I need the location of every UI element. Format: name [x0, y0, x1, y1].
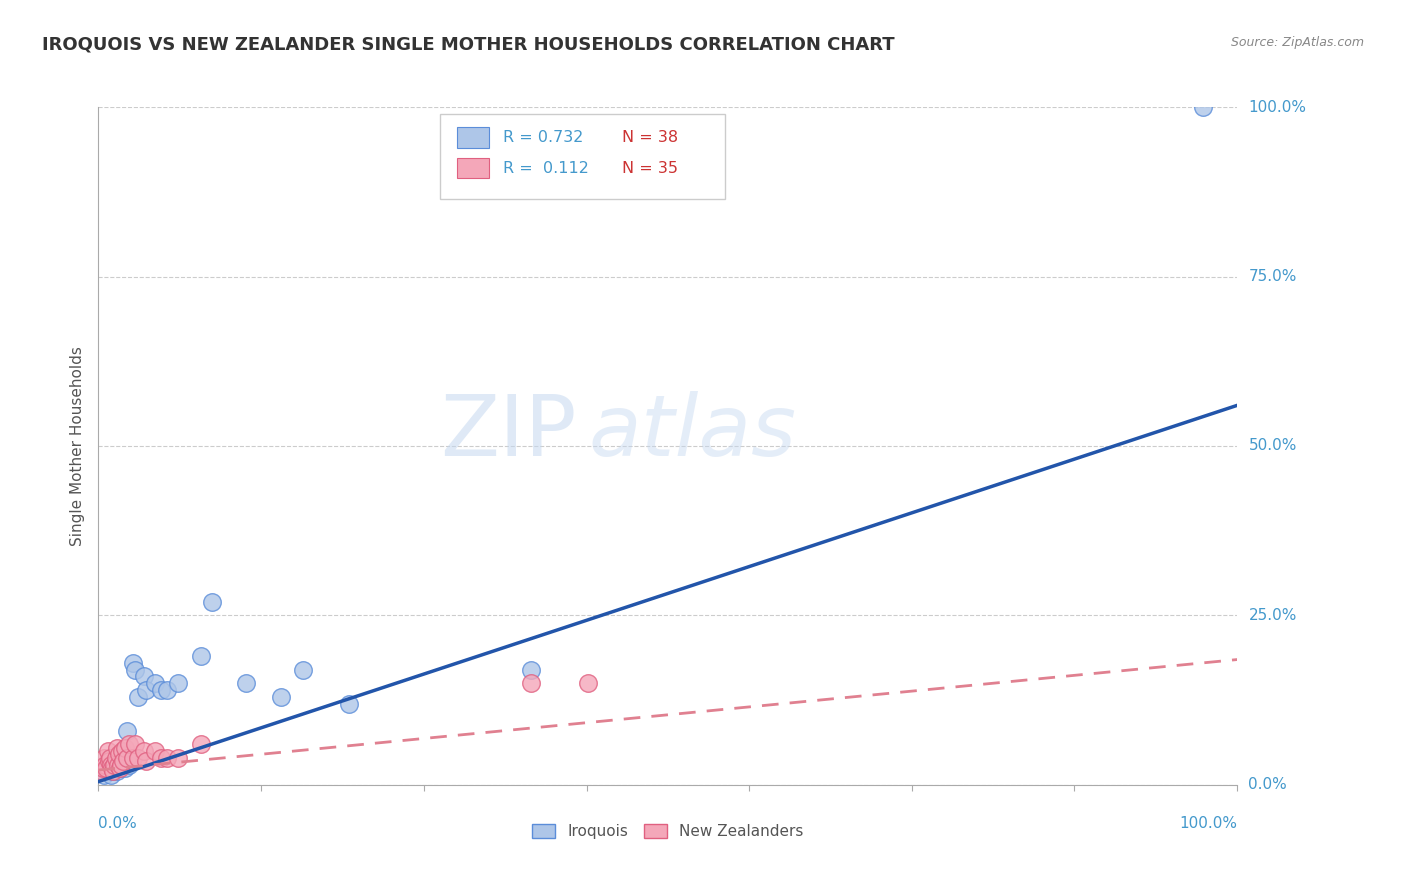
- Point: [124, 737, 146, 751]
- Point: [115, 751, 138, 765]
- Point: [105, 740, 128, 755]
- Point: [167, 676, 190, 690]
- Text: ZIP: ZIP: [440, 391, 576, 474]
- Text: N = 38: N = 38: [623, 130, 679, 145]
- Point: [270, 690, 292, 704]
- Point: [1192, 100, 1215, 114]
- Text: IROQUOIS VS NEW ZEALANDER SINGLE MOTHER HOUSEHOLDS CORRELATION CHART: IROQUOIS VS NEW ZEALANDER SINGLE MOTHER …: [42, 36, 894, 54]
- Point: [292, 663, 315, 677]
- Point: [101, 761, 124, 775]
- Y-axis label: Single Mother Households: Single Mother Households: [69, 346, 84, 546]
- Point: [150, 751, 173, 765]
- Point: [101, 764, 124, 779]
- Point: [132, 669, 155, 683]
- Point: [107, 757, 129, 772]
- Point: [93, 768, 115, 782]
- Point: [108, 761, 131, 775]
- Point: [118, 757, 141, 772]
- Point: [96, 764, 118, 779]
- Point: [96, 744, 118, 758]
- Point: [337, 697, 360, 711]
- Point: [93, 751, 115, 765]
- Point: [107, 751, 129, 765]
- Text: Source: ZipAtlas.com: Source: ZipAtlas.com: [1230, 36, 1364, 49]
- Text: 100.0%: 100.0%: [1180, 815, 1237, 830]
- Point: [97, 754, 120, 768]
- Point: [150, 683, 173, 698]
- Point: [112, 754, 135, 768]
- Point: [112, 754, 135, 768]
- Point: [127, 690, 149, 704]
- Point: [90, 764, 112, 779]
- Point: [110, 751, 132, 765]
- FancyBboxPatch shape: [457, 158, 489, 178]
- Point: [167, 751, 190, 765]
- Point: [100, 768, 122, 782]
- Point: [104, 757, 127, 772]
- Text: 0.0%: 0.0%: [98, 815, 138, 830]
- Point: [96, 761, 118, 775]
- Text: N = 35: N = 35: [623, 161, 678, 176]
- Point: [94, 761, 117, 775]
- FancyBboxPatch shape: [457, 128, 489, 148]
- Point: [156, 683, 179, 698]
- Text: atlas: atlas: [588, 391, 796, 474]
- Point: [190, 737, 212, 751]
- FancyBboxPatch shape: [440, 114, 725, 199]
- Point: [104, 751, 127, 765]
- Point: [156, 751, 179, 765]
- Point: [127, 751, 149, 765]
- Point: [135, 754, 157, 768]
- Point: [132, 744, 155, 758]
- Point: [108, 761, 131, 775]
- Point: [96, 757, 118, 772]
- Legend: Iroquois, New Zealanders: Iroquois, New Zealanders: [526, 818, 810, 845]
- Point: [97, 761, 120, 775]
- Point: [121, 751, 143, 765]
- Point: [100, 757, 122, 772]
- Text: 25.0%: 25.0%: [1249, 608, 1296, 623]
- Point: [235, 676, 257, 690]
- Point: [145, 744, 167, 758]
- Point: [94, 757, 117, 772]
- Point: [121, 656, 143, 670]
- Point: [98, 751, 121, 765]
- Text: 50.0%: 50.0%: [1249, 439, 1296, 453]
- Point: [114, 761, 136, 775]
- Text: 100.0%: 100.0%: [1249, 100, 1306, 114]
- Point: [124, 663, 146, 677]
- Point: [110, 757, 132, 772]
- Text: 0.0%: 0.0%: [1249, 778, 1286, 792]
- Text: R = 0.732: R = 0.732: [503, 130, 583, 145]
- Point: [115, 723, 138, 738]
- Text: 75.0%: 75.0%: [1249, 269, 1296, 284]
- Point: [111, 744, 134, 758]
- Point: [135, 683, 157, 698]
- Point: [520, 676, 543, 690]
- Point: [114, 740, 136, 755]
- Point: [103, 764, 125, 779]
- Point: [105, 764, 128, 779]
- Point: [190, 649, 212, 664]
- Point: [90, 764, 112, 779]
- Point: [111, 757, 134, 772]
- Point: [103, 761, 125, 775]
- Point: [91, 761, 114, 775]
- Text: R =  0.112: R = 0.112: [503, 161, 589, 176]
- Point: [201, 595, 224, 609]
- Point: [108, 747, 131, 762]
- Point: [576, 676, 599, 690]
- Point: [103, 757, 125, 772]
- Point: [520, 663, 543, 677]
- Point: [145, 676, 167, 690]
- Point: [98, 754, 121, 768]
- Point: [118, 737, 141, 751]
- Point: [108, 757, 131, 772]
